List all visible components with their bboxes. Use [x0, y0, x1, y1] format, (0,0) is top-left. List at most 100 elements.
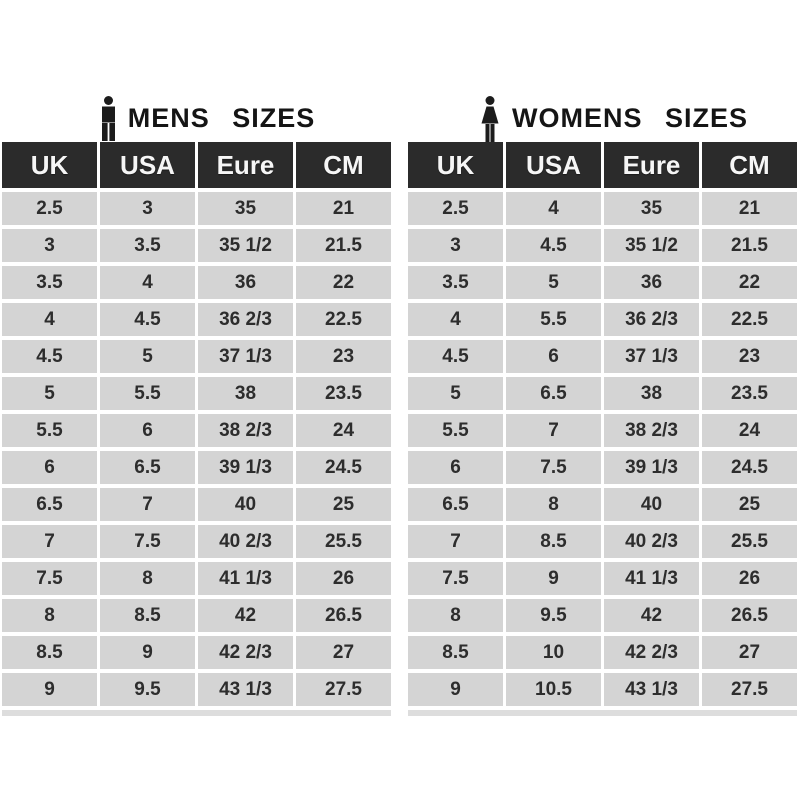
size-cell: 5 — [100, 340, 195, 373]
size-cell: 4.5 — [2, 340, 97, 373]
mens-title-row: MENS SIZES — [12, 95, 401, 142]
size-cell: 22 — [702, 266, 797, 299]
size-cell: 6.5 — [2, 488, 97, 521]
size-cell: 7 — [408, 525, 503, 558]
size-cell: 40 — [198, 488, 293, 521]
mens-grid: UK USA Eure CM 2.5 3 35 21 3 3.5 35 1/2 21.5 3.5… — [2, 142, 391, 706]
size-cell: 9.5 — [506, 599, 601, 632]
size-cell: 27.5 — [296, 673, 391, 706]
man-icon — [98, 96, 119, 141]
size-cell: 25.5 — [702, 525, 797, 558]
size-cell: 21 — [296, 192, 391, 225]
size-cell: 6 — [506, 340, 601, 373]
womens-column-header-uk: UK — [408, 142, 503, 188]
size-cell: 35 1/2 — [198, 229, 293, 262]
size-cell: 39 1/3 — [198, 451, 293, 484]
size-cell: 9 — [408, 673, 503, 706]
size-cell: 40 — [604, 488, 699, 521]
size-cell: 38 2/3 — [198, 414, 293, 447]
size-cell: 4 — [408, 303, 503, 336]
size-cell: 3.5 — [2, 266, 97, 299]
womens-column-header-eure: Eure — [604, 142, 699, 188]
size-cell: 23.5 — [296, 377, 391, 410]
size-cell: 24.5 — [702, 451, 797, 484]
size-cell: 21.5 — [702, 229, 797, 262]
size-cell: 36 — [198, 266, 293, 299]
mens-size-table: MENS SIZES UK USA Eure CM 2.5 3 35 21 3 3.5 35… — [2, 95, 391, 716]
size-cell: 2.5 — [408, 192, 503, 225]
size-cell: 7.5 — [408, 562, 503, 595]
womens-table-bottom-edge — [408, 710, 797, 716]
size-cell: 26.5 — [296, 599, 391, 632]
size-cell: 7 — [506, 414, 601, 447]
size-cell: 27.5 — [702, 673, 797, 706]
size-cell: 23 — [702, 340, 797, 373]
size-cell: 7.5 — [506, 451, 601, 484]
size-cell: 2.5 — [2, 192, 97, 225]
size-cell: 3.5 — [408, 266, 503, 299]
size-cell: 6.5 — [408, 488, 503, 521]
size-cell: 25 — [702, 488, 797, 521]
size-cell: 10 — [506, 636, 601, 669]
size-cell: 43 1/3 — [604, 673, 699, 706]
size-cell: 42 2/3 — [198, 636, 293, 669]
size-cell: 41 1/3 — [198, 562, 293, 595]
size-cell: 37 1/3 — [198, 340, 293, 373]
womens-size-table: WOMENS SIZES UK USA Eure CM 2.5 4 35 21 3 4.5… — [408, 95, 797, 716]
size-cell: 42 — [198, 599, 293, 632]
size-cell: 5.5 — [2, 414, 97, 447]
size-cell: 26 — [702, 562, 797, 595]
size-cell: 38 — [604, 377, 699, 410]
mens-column-header-cm: CM — [296, 142, 391, 188]
size-cell: 5.5 — [506, 303, 601, 336]
size-cell: 25.5 — [296, 525, 391, 558]
size-cell: 42 2/3 — [604, 636, 699, 669]
size-cell: 24 — [296, 414, 391, 447]
size-cell: 42 — [604, 599, 699, 632]
size-cell: 24.5 — [296, 451, 391, 484]
size-cell: 35 1/2 — [604, 229, 699, 262]
size-cell: 6 — [100, 414, 195, 447]
mens-column-header-usa: USA — [100, 142, 195, 188]
size-cell: 35 — [198, 192, 293, 225]
size-cell: 9 — [506, 562, 601, 595]
mens-column-header-uk: UK — [2, 142, 97, 188]
size-cell: 24 — [702, 414, 797, 447]
size-cell: 40 2/3 — [198, 525, 293, 558]
size-cell: 7.5 — [2, 562, 97, 595]
size-cell: 41 1/3 — [604, 562, 699, 595]
womens-title-label: WOMENS SIZES — [511, 103, 748, 133]
size-cell: 8.5 — [100, 599, 195, 632]
size-cell: 9 — [100, 636, 195, 669]
size-cell: 25 — [296, 488, 391, 521]
size-cell: 27 — [702, 636, 797, 669]
size-cell: 38 — [198, 377, 293, 410]
size-cell: 8 — [408, 599, 503, 632]
size-cell: 6 — [2, 451, 97, 484]
size-cell: 5 — [506, 266, 601, 299]
mens-title-label: MENS SIZES — [127, 103, 316, 133]
size-cell: 4 — [506, 192, 601, 225]
mens-column-header-eure: Eure — [198, 142, 293, 188]
size-cell: 5 — [2, 377, 97, 410]
size-cell: 36 — [604, 266, 699, 299]
size-cell: 40 2/3 — [604, 525, 699, 558]
size-cell: 6 — [408, 451, 503, 484]
size-cell: 23.5 — [702, 377, 797, 410]
size-cell: 8 — [2, 599, 97, 632]
size-cell: 7 — [2, 525, 97, 558]
size-cell: 4.5 — [100, 303, 195, 336]
size-cell: 3 — [408, 229, 503, 262]
womens-column-header-usa: USA — [506, 142, 601, 188]
size-cell: 8.5 — [506, 525, 601, 558]
size-cell: 7 — [100, 488, 195, 521]
size-cell: 36 2/3 — [604, 303, 699, 336]
size-cell: 8.5 — [2, 636, 97, 669]
size-cell: 8.5 — [408, 636, 503, 669]
size-cell: 21.5 — [296, 229, 391, 262]
size-cell: 27 — [296, 636, 391, 669]
size-cell: 9.5 — [100, 673, 195, 706]
size-cell: 22.5 — [296, 303, 391, 336]
size-cell: 26 — [296, 562, 391, 595]
